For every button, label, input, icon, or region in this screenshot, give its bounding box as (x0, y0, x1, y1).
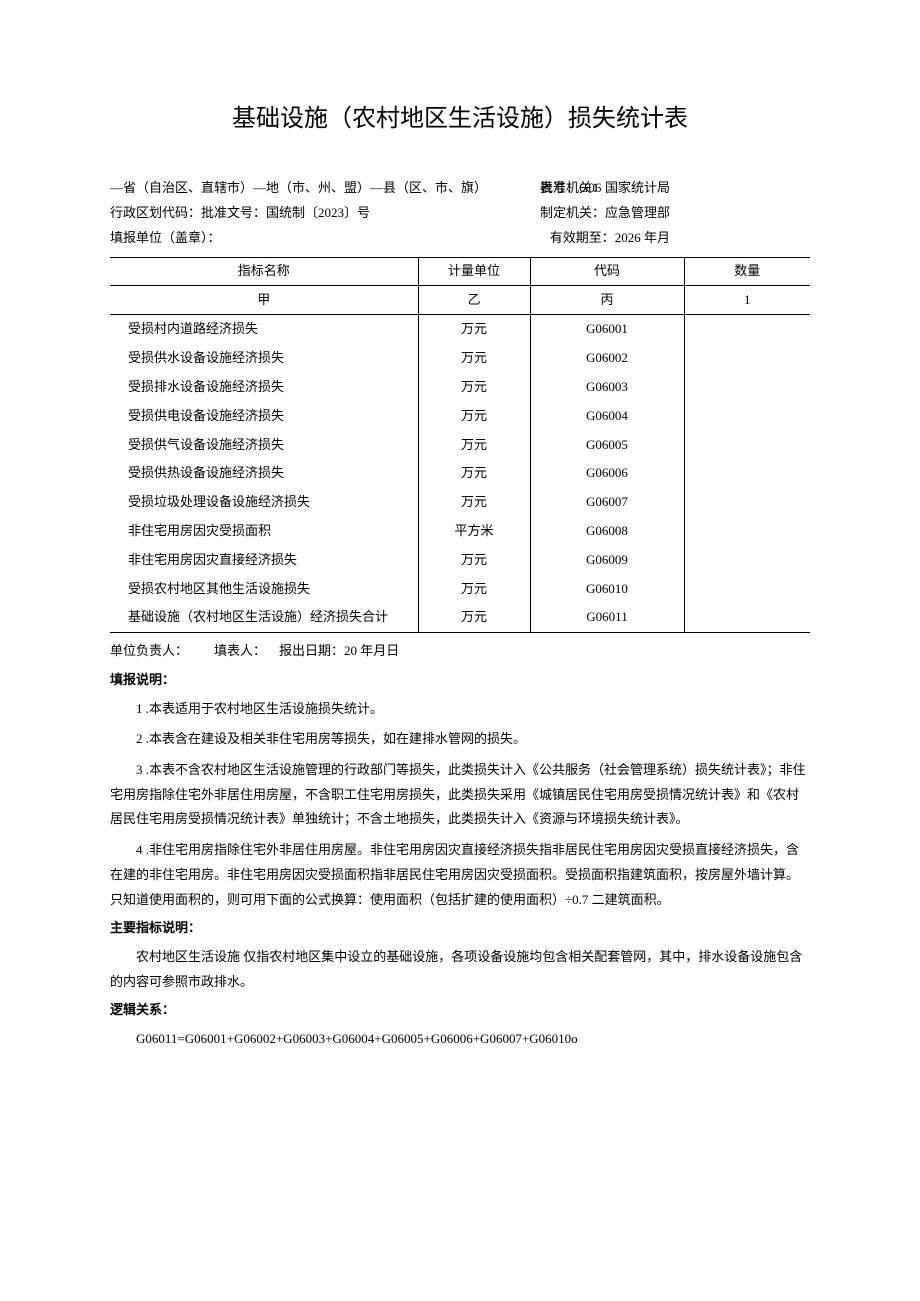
fill-instructions-title: 填报说明： (110, 670, 810, 691)
cell-code: G06010 (530, 575, 684, 604)
cell-qty (684, 575, 810, 604)
subheader-code: 丙 (530, 285, 684, 315)
cell-unit: 万元 (418, 575, 530, 604)
form-number: 表号：G06 (540, 178, 670, 199)
valid-until-value: 2026 年月 (615, 230, 670, 245)
cell-code: G06009 (530, 546, 684, 575)
cell-qty (684, 603, 810, 632)
cell-qty (684, 488, 810, 517)
cell-name: 受损供气设备设施经济损失 (110, 431, 418, 460)
form-no-value: G06 (579, 180, 601, 195)
subheader-qty: 1 (684, 285, 810, 315)
header-code: 代码 (530, 257, 684, 285)
cell-unit: 平方米 (418, 517, 530, 546)
region-line: —省（自治区、直辖市）—地（市、州、盟）—县（区、市、旗） (110, 178, 487, 199)
cell-unit: 万元 (418, 603, 530, 632)
cell-code: G06008 (530, 517, 684, 546)
cell-unit: 万元 (418, 315, 530, 344)
cell-name: 受损排水设备设施经济损失 (110, 373, 418, 402)
form-no-label: 表号： (540, 180, 579, 195)
formulating-label: 制定机关： (540, 205, 605, 220)
cell-name: 非住宅用房因灾直接经济损失 (110, 546, 418, 575)
cell-code: G06007 (530, 488, 684, 517)
table-row: 受损供水设备设施经济损失万元G06002 (110, 344, 810, 373)
table-row: 受损排水设备设施经济损失万元G06003 (110, 373, 810, 402)
instruction-item: 4 .非住宅用房指除住宅外非居住用房屋。非住宅用房因灾直接经济损失指非居民住宅用… (110, 838, 810, 912)
cell-name: 受损垃圾处理设备设施经济损失 (110, 488, 418, 517)
page-title: 基础设施（农村地区生活设施）损失统计表 (110, 100, 810, 138)
valid-until: 有效期至：2026 年月 (550, 228, 670, 249)
cell-unit: 万元 (418, 373, 530, 402)
cell-qty (684, 402, 810, 431)
cell-unit: 万元 (418, 344, 530, 373)
instruction-item: 2 .本表含在建设及相关非住宅用房等损失，如在建排水管网的损失。 (110, 727, 810, 752)
cell-qty (684, 546, 810, 575)
table-row: 受损农村地区其他生活设施损失万元G06010 (110, 575, 810, 604)
cell-unit: 万元 (418, 431, 530, 460)
cell-unit: 万元 (418, 546, 530, 575)
table-row: 非住宅用房因灾直接经济损失万元G06009 (110, 546, 810, 575)
cell-name: 受损村内道路经济损失 (110, 315, 418, 344)
table-row: 非住宅用房因灾受损面积平方米G06008 (110, 517, 810, 546)
formulating-value: 应急管理部 (605, 205, 670, 220)
cell-code: G06002 (530, 344, 684, 373)
cell-qty (684, 344, 810, 373)
cell-qty (684, 459, 810, 488)
cell-name: 受损农村地区其他生活设施损失 (110, 575, 418, 604)
table-header-row: 指标名称 计量单位 代码 数量 (110, 257, 810, 285)
table-row: 受损村内道路经济损失万元G06001 (110, 315, 810, 344)
admin-code-line: 行政区划代码：批准文号：国统制〔2023〕号 (110, 203, 810, 224)
table-row: 基础设施（农村地区生活设施）经济损失合计万元G06011 (110, 603, 810, 632)
cell-qty (684, 431, 810, 460)
cell-name: 非住宅用房因灾受损面积 (110, 517, 418, 546)
cell-code: G06003 (530, 373, 684, 402)
cell-unit: 万元 (418, 488, 530, 517)
key-indicators-title: 主要指标说明： (110, 918, 810, 939)
header-qty: 数量 (684, 257, 810, 285)
cell-code: G06006 (530, 459, 684, 488)
logic-item: G06011=G06001+G06002+G06003+G06004+G0600… (110, 1027, 810, 1052)
cell-code: G06011 (530, 603, 684, 632)
header-name: 指标名称 (110, 257, 418, 285)
valid-until-label: 有效期至： (550, 230, 615, 245)
cell-name: 受损供水设备设施经济损失 (110, 344, 418, 373)
cell-name: 受损供电设备设施经济损失 (110, 402, 418, 431)
table-row: 受损供电设备设施经济损失万元G06004 (110, 402, 810, 431)
formulating-agency: 制定机关：应急管理部 (540, 203, 670, 224)
subheader-unit: 乙 (418, 285, 530, 315)
meta-block: 表号：G06 制定机关：应急管理部 —省（自治区、直辖市）—地（市、州、盟）—县… (110, 178, 810, 248)
instruction-item: 3 .本表不含农村地区生活设施管理的行政部门等损失，此类损失计入《公共服务（社会… (110, 758, 810, 832)
signature-line: 单位负责人： 填表人： 报出日期：20 年月日 (110, 641, 810, 662)
fill-instructions: 1 .本表适用于农村地区生活设施损失统计。 2 .本表含在建设及相关非住宅用房等损… (110, 697, 810, 913)
table-row: 受损垃圾处理设备设施经济损失万元G06007 (110, 488, 810, 517)
indicator-item: 农村地区生活设施 仅指农村地区集中设立的基础设施，各项设备设施均包含相关配套管网… (110, 945, 810, 994)
cell-code: G06001 (530, 315, 684, 344)
cell-qty (684, 517, 810, 546)
logic-title: 逻辑关系： (110, 1000, 810, 1021)
cell-code: G06004 (530, 402, 684, 431)
cell-unit: 万元 (418, 402, 530, 431)
report-unit: 填报单位（盖章）： (110, 228, 221, 249)
table-row: 受损供热设备设施经济损失万元G06006 (110, 459, 810, 488)
header-unit: 计量单位 (418, 257, 530, 285)
table-row: 受损供气设备设施经济损失万元G06005 (110, 431, 810, 460)
cell-name: 基础设施（农村地区生活设施）经济损失合计 (110, 603, 418, 632)
cell-unit: 万元 (418, 459, 530, 488)
loss-statistics-table: 指标名称 计量单位 代码 数量 甲 乙 丙 1 受损村内道路经济损失万元G060… (110, 257, 810, 633)
cell-code: G06005 (530, 431, 684, 460)
logic-relations: G06011=G06001+G06002+G06003+G06004+G0600… (110, 1027, 810, 1052)
instruction-item: 1 .本表适用于农村地区生活设施损失统计。 (110, 697, 810, 722)
cell-qty (684, 373, 810, 402)
cell-qty (684, 315, 810, 344)
table-subheader-row: 甲 乙 丙 1 (110, 285, 810, 315)
subheader-name: 甲 (110, 285, 418, 315)
cell-name: 受损供热设备设施经济损失 (110, 459, 418, 488)
key-indicators: 农村地区生活设施 仅指农村地区集中设立的基础设施，各项设备设施均包含相关配套管网… (110, 945, 810, 994)
